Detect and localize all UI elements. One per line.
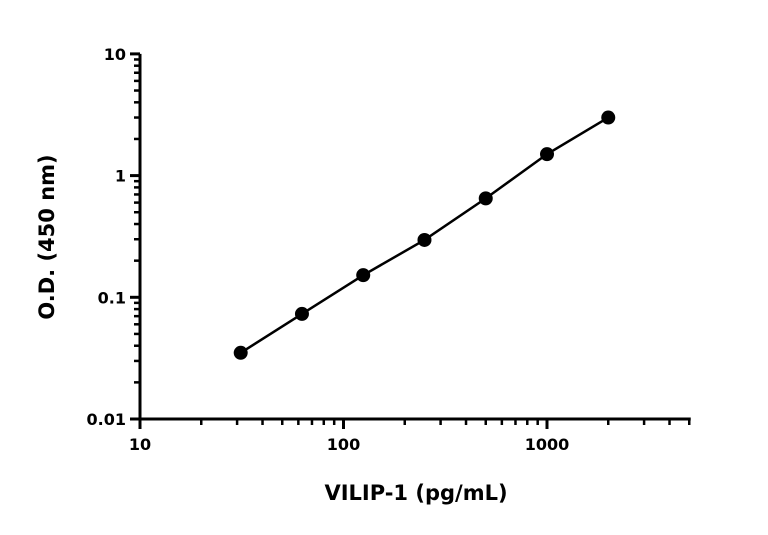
x-axis-label: VILIP-1 (pg/mL): [324, 481, 507, 505]
data-point: [417, 232, 432, 247]
data-point: [233, 345, 248, 360]
data-marks: [233, 110, 616, 360]
y-tick-label: 0.1: [98, 288, 126, 307]
data-point: [601, 110, 616, 125]
y-tick-label: 0.01: [87, 410, 126, 429]
x-tick-label: 1000: [525, 435, 570, 454]
y-axis-label: O.D. (450 nm): [35, 154, 59, 319]
y-tick-label: 1: [115, 167, 126, 186]
ticks: 10 100 1000 0.01 0.1 1 10: [87, 45, 691, 454]
x-tick-label: 100: [327, 435, 360, 454]
data-point: [356, 268, 371, 283]
y-tick-label: 10: [104, 45, 126, 64]
x-tick-label: 10: [129, 435, 151, 454]
data-point: [478, 191, 493, 206]
data-point: [540, 147, 554, 162]
data-point: [294, 306, 309, 321]
axes: [138, 53, 691, 421]
